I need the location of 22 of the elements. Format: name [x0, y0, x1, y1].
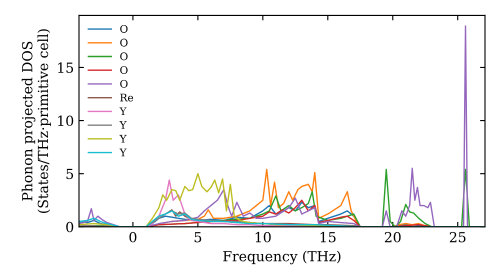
legend-label: Y [120, 107, 127, 116]
legend-label: Re [120, 94, 134, 102]
y-tick-label: 15 [58, 62, 74, 73]
y-axis-title: Phonon projected DOS (States/THz·primitive cell) [22, 29, 51, 213]
legend-label: Y [120, 148, 127, 156]
y-tick-label: 10 [58, 116, 74, 126]
legend-label: O [120, 80, 128, 88]
legend-label: Y [120, 134, 127, 143]
legend-label: O [120, 66, 128, 74]
legend-label: O [120, 24, 128, 33]
x-tick-label: 5 [194, 232, 202, 242]
legend-label: O [120, 52, 128, 60]
x-tick-label: 0 [129, 232, 136, 242]
x-tick-label: 25 [450, 232, 466, 242]
y-tick-label: 5 [66, 168, 74, 180]
x-tick-label: 15 [320, 232, 336, 242]
legend-label: Y [120, 121, 127, 129]
x-tick-label: 20 [384, 232, 401, 242]
y-tick-label: 0 [66, 222, 74, 232]
x-tick-label: 10 [256, 232, 271, 242]
x-axis-title: Frequency (THz) [223, 250, 340, 264]
legend-label: O [120, 38, 128, 47]
